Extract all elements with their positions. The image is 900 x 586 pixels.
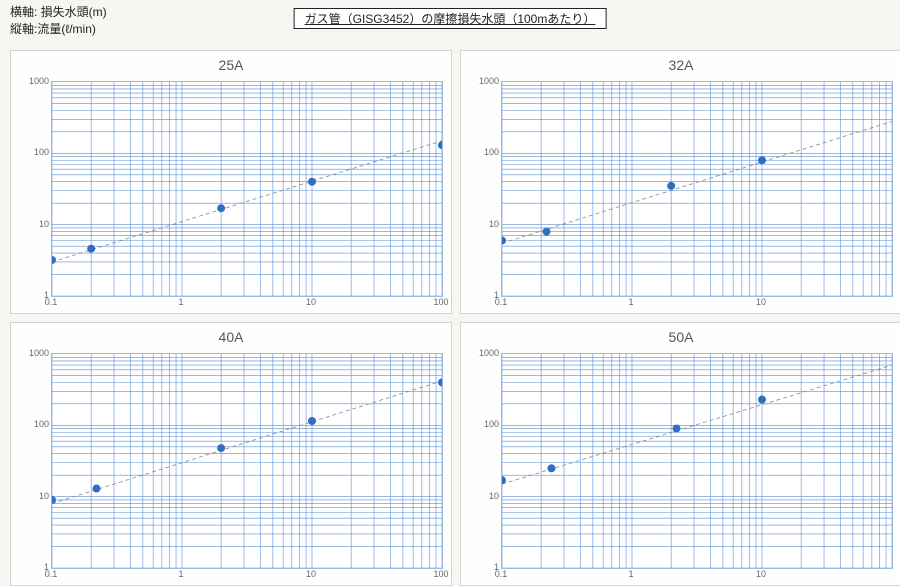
x-tick-label: 10 [756, 569, 766, 579]
data-point [93, 485, 101, 493]
x-tick-label: 0.1 [45, 569, 58, 579]
data-point [758, 156, 766, 164]
chart-svg [51, 81, 443, 297]
data-point [217, 204, 225, 212]
chart-panel-50A: 50A 11010010000.1110 [460, 322, 900, 586]
y-tick-label: 100 [484, 147, 499, 157]
data-point [547, 464, 555, 472]
chart-title: 32A [669, 57, 694, 73]
y-tick-label: 10 [39, 491, 49, 501]
axis-label-block: 横軸: 損失水頭(m) 縦軸:流量(ℓ/min) [10, 4, 107, 38]
y-tick-label: 100 [34, 419, 49, 429]
header: 横軸: 損失水頭(m) 縦軸:流量(ℓ/min) ガス管（GISG3452）の摩… [0, 0, 900, 50]
trend-line [52, 381, 442, 504]
chart-svg [501, 353, 893, 569]
data-point [673, 425, 681, 433]
chart-title: 50A [669, 329, 694, 345]
chart-panel-40A: 40A 11010010000.1110100 [10, 322, 452, 586]
chart-area: 11010010000.1110 [501, 353, 891, 567]
data-point [308, 178, 316, 186]
y-tick-label: 100 [34, 147, 49, 157]
chart-panel-32A: 32A 11010010000.1110 [460, 50, 900, 314]
page-title: ガス管（GISG3452）の摩擦損失水頭（100mあたり） [294, 8, 607, 29]
chart-area: 11010010000.1110100 [51, 353, 441, 567]
data-point [501, 236, 506, 244]
x-tick-label: 10 [306, 297, 316, 307]
chart-area: 11010010000.1110 [501, 81, 891, 295]
chart-area: 11010010000.1110100 [51, 81, 441, 295]
x-tick-label: 1 [178, 297, 183, 307]
data-point [217, 444, 225, 452]
x-tick-label: 1 [628, 569, 633, 579]
y-tick-label: 10 [489, 491, 499, 501]
trend-line [502, 365, 892, 484]
data-point [438, 378, 443, 386]
x-tick-label: 0.1 [495, 297, 508, 307]
x-tick-label: 100 [433, 569, 448, 579]
data-point [543, 228, 551, 236]
data-point [438, 141, 443, 149]
chart-svg [501, 81, 893, 297]
x-axis-label-text: 横軸: 損失水頭(m) [10, 4, 107, 21]
chart-panel-25A: 25A 11010010000.1110100 [10, 50, 452, 314]
chart-title: 25A [219, 57, 244, 73]
x-tick-label: 100 [433, 297, 448, 307]
x-tick-label: 10 [306, 569, 316, 579]
y-tick-label: 10 [489, 219, 499, 229]
x-tick-label: 0.1 [495, 569, 508, 579]
x-tick-label: 1 [178, 569, 183, 579]
y-tick-label: 1000 [29, 348, 49, 358]
data-point [667, 182, 675, 190]
data-point [758, 396, 766, 404]
chart-grid: 25A11010010000.111010032A11010010000.111… [0, 50, 900, 584]
y-axis-label-text: 縦軸:流量(ℓ/min) [10, 21, 107, 38]
data-point [308, 417, 316, 425]
y-tick-label: 1000 [29, 76, 49, 86]
x-tick-label: 0.1 [45, 297, 58, 307]
y-tick-label: 100 [484, 419, 499, 429]
x-tick-label: 1 [628, 297, 633, 307]
y-tick-label: 1000 [479, 76, 499, 86]
chart-svg [51, 353, 443, 569]
y-tick-label: 10 [39, 219, 49, 229]
chart-title: 40A [219, 329, 244, 345]
y-tick-label: 1000 [479, 348, 499, 358]
data-point [51, 256, 56, 264]
data-point [87, 245, 95, 253]
x-tick-label: 10 [756, 297, 766, 307]
trend-line [52, 141, 442, 262]
